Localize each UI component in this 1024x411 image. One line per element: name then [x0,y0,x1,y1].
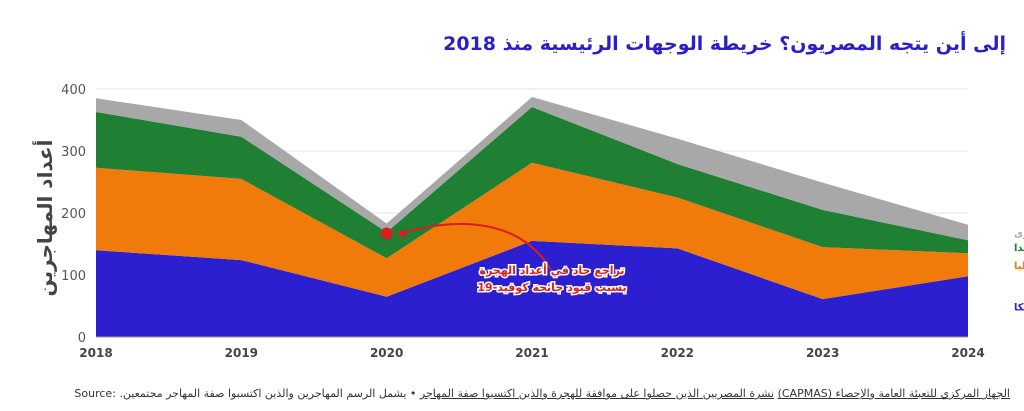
x-tick-label-2021: 2021 [515,346,548,360]
y-tick-label-300: 300 [61,145,86,160]
area-series [96,97,968,337]
annotation-text-line-2: بسبب قيود جائحة كوفيد-19 [477,281,626,294]
y-tick-label-400: 400 [61,83,86,98]
y-tick-label-200: 200 [61,207,86,222]
y-tick-label-0: 0 [78,331,86,346]
axes: أعداد المهاجرين 0 100 200 300 400 2018 2019 202… [31,83,985,360]
area-2 [96,106,968,259]
area-0 [96,240,968,337]
source-colon: : [112,387,116,400]
y-axis-title: أعداد المهاجرين [31,139,57,296]
source-text: الجهاز المركزي للتعبئة العامة والإحصاء (… [119,387,1010,400]
source-bullet: • [409,387,417,400]
chart-title: إلى أين يتجه المصريون؟ خريطة الوجهات الر… [443,33,1006,55]
x-tick-label-2018: 2018 [79,346,112,360]
source-note-text: يشمل الرسم المهاجرين والذين اكتسبوا صفة … [119,387,407,400]
annotation-marker [380,227,393,240]
x-tick-label-2019: 2019 [225,346,258,360]
source-bulletin-link[interactable]: نشرة المصريين الذين حصلوا على موافقة لله… [419,387,775,400]
source-agency-link[interactable]: الجهاز المركزي للتعبئة العامة والإحصاء (… [777,387,1010,400]
source-note: Source: الجهاز المركزي للتعبئة العامة وا… [10,387,1010,400]
series-labels: أمريكا إيطاليا كندا دول أخرى [1014,227,1024,314]
annotation-arrow [402,222,552,270]
series-label-3: دول أخرى [1014,227,1024,240]
annotation-arrowhead [396,228,406,239]
area-3 [96,97,968,241]
area-1 [96,162,968,300]
x-tick-label-2022: 2022 [661,346,694,360]
source-label: Source [74,387,113,400]
y-tick-label-100: 100 [61,269,86,284]
covid-annotation: تراجع حاد في أعداد الهجرة بسبب قيود جائح… [380,222,628,296]
annotation-text-line-1: تراجع حاد في أعداد الهجرة [479,263,624,277]
series-label-1: إيطاليا [1014,261,1024,272]
x-tick-label-2024: 2024 [951,346,984,360]
x-tick-label-2023: 2023 [806,346,839,360]
series-label-0: أمريكا [1014,301,1024,314]
x-tick-label-2020: 2020 [370,346,403,360]
series-label-2: كندا [1014,243,1024,254]
